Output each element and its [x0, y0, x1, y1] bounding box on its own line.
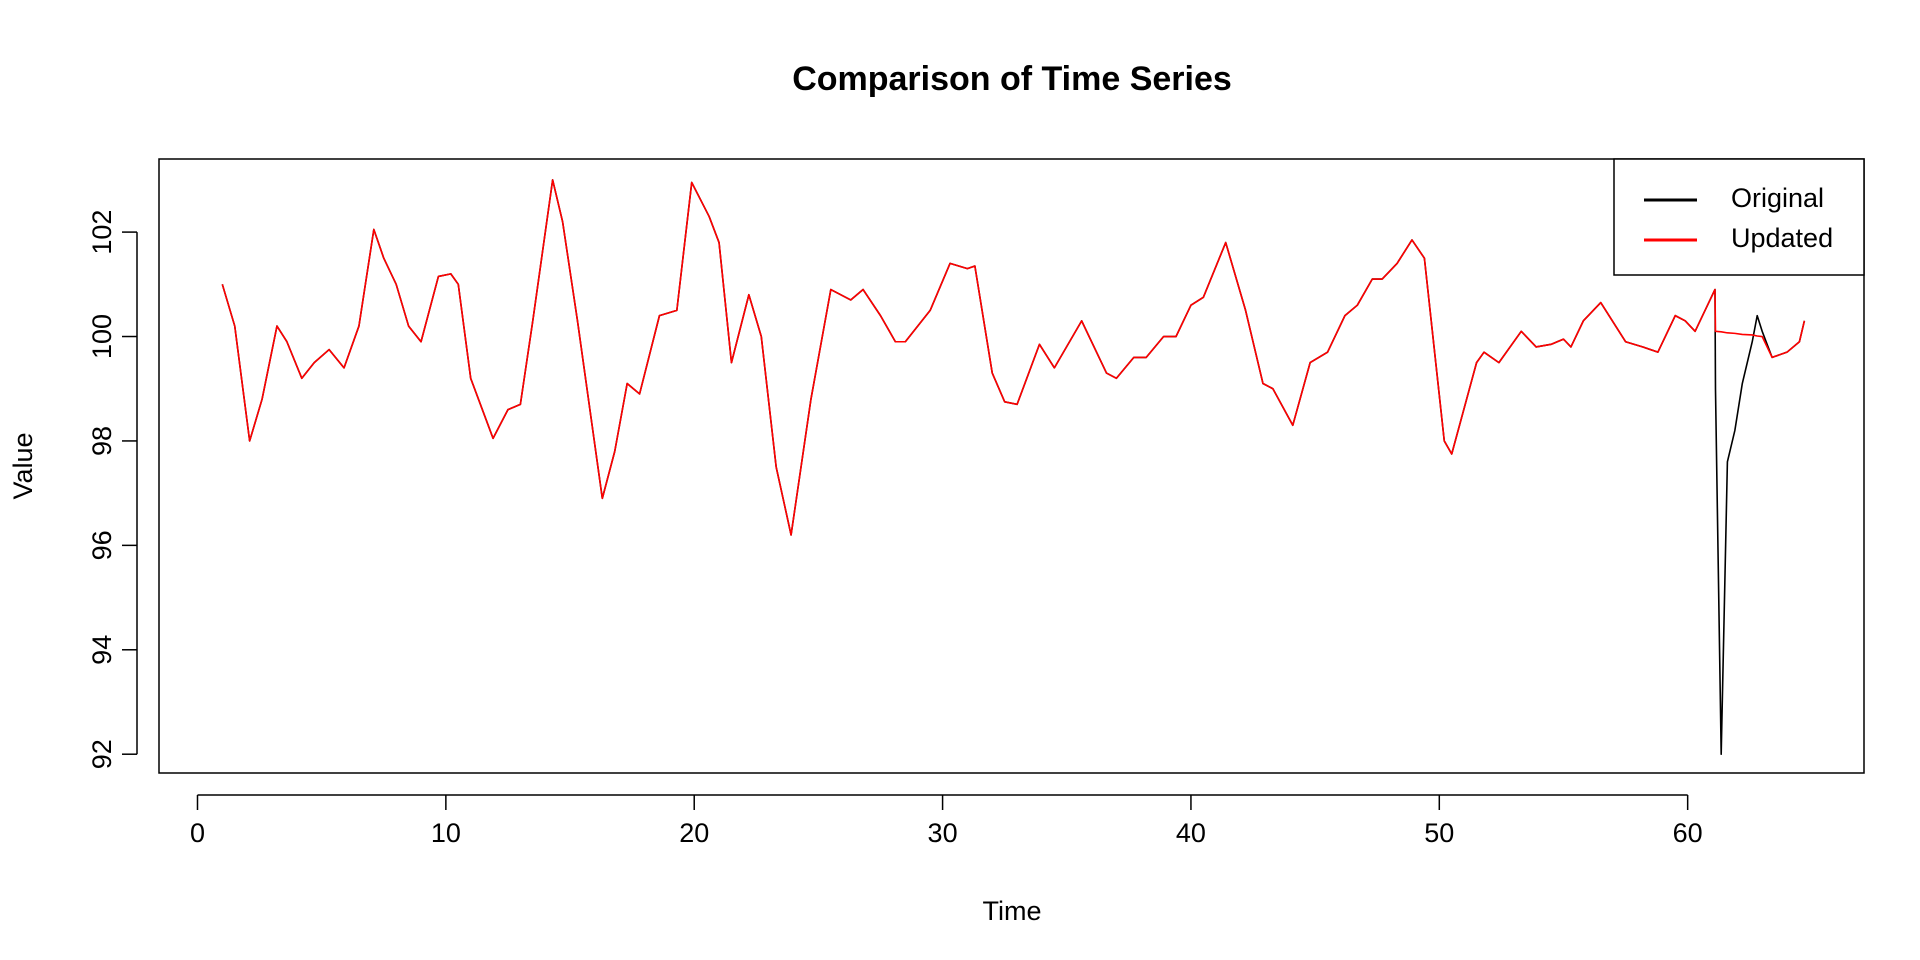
x-tick-label: 20 — [679, 818, 709, 848]
y-tick-label: 98 — [87, 426, 117, 456]
y-tick-label: 92 — [87, 739, 117, 769]
y-tick-label: 96 — [87, 530, 117, 560]
x-tick-label: 50 — [1424, 818, 1454, 848]
chart-title: Comparison of Time Series — [792, 60, 1232, 98]
series-line — [221, 179, 1806, 536]
x-tick-label: 30 — [928, 818, 958, 848]
y-tick-label: 102 — [87, 210, 117, 255]
x-tick-label: 10 — [431, 818, 461, 848]
x-tick-label: 60 — [1673, 818, 1703, 848]
legend-label: Updated — [1731, 223, 1833, 253]
x-tick-label: 0 — [190, 818, 205, 848]
plot-frame — [158, 158, 1865, 774]
y-axis-label: Value — [8, 432, 38, 499]
legend-box — [1613, 158, 1865, 276]
y-tick-label: 100 — [87, 314, 117, 359]
x-axis-label: Time — [983, 896, 1042, 926]
legend-label: Original — [1731, 183, 1824, 213]
series-line — [221, 179, 1806, 755]
y-tick-label: 94 — [87, 635, 117, 665]
x-tick-label: 40 — [1176, 818, 1206, 848]
